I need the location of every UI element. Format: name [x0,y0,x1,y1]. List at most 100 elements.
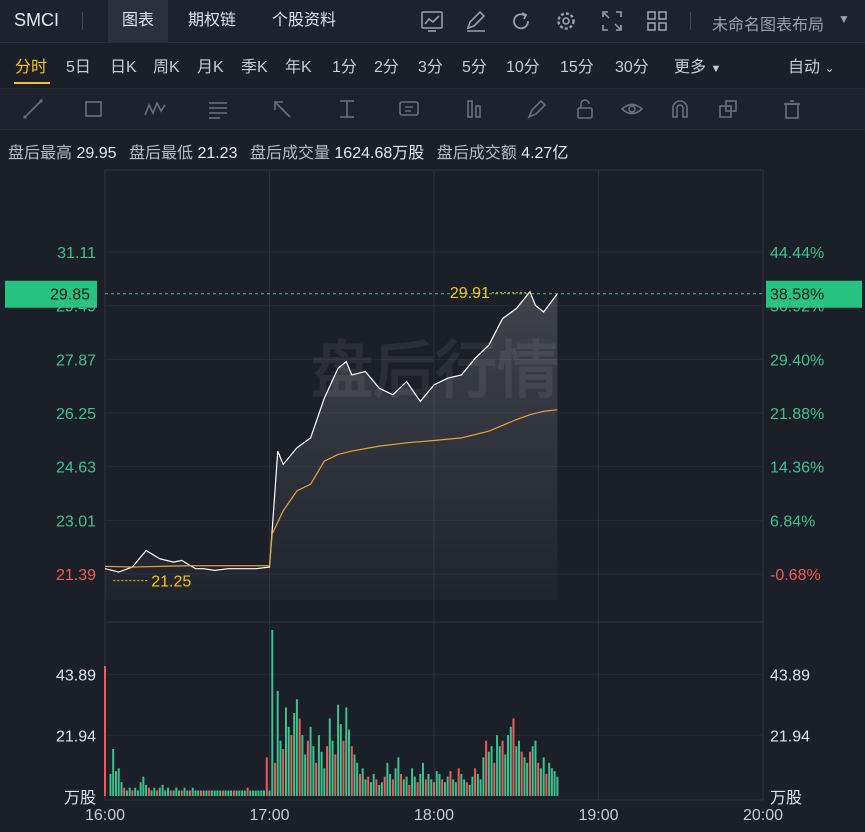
volume-bar [471,776,474,796]
chart-axes: 31.11 44.44% 29.49 36.92% 27.87 29.40% 26.25 21… [56,245,824,824]
current-price-label: 29.85 [50,287,90,304]
brush-icon[interactable] [525,97,549,121]
fibonacci-icon[interactable] [206,97,230,121]
x-tick-label: 17:00 [249,807,289,824]
volume-bar [356,762,359,796]
volume-bar [136,790,139,796]
volume-bar [539,768,542,796]
trash-icon[interactable] [780,97,804,121]
volume-bar [271,630,274,796]
volume-bar [531,746,534,796]
magnet-icon[interactable] [668,97,692,121]
volume-bar [556,776,559,796]
volume-bar [334,754,337,796]
volume-bar [389,773,392,796]
period-10min[interactable]: 10分 [506,59,540,76]
volume-bar [435,771,438,796]
volume-bar [326,746,329,796]
period-3min[interactable]: 3分 [418,59,443,76]
grid-layout-icon[interactable] [644,8,670,34]
price-tick-label: 27.87 [56,352,96,369]
volume-bar [463,779,466,796]
high-marker-label: 29.91 [450,285,490,302]
tab-chart[interactable]: 图表 [108,0,169,42]
volume-bar [372,773,375,796]
volume-bar [375,779,378,796]
low-value: 21.23 [197,145,238,162]
volume-bar [167,787,170,796]
volume-bar [200,790,202,796]
price-range-icon[interactable] [463,97,487,121]
average-price-line [104,409,558,568]
lock-icon[interactable] [573,97,597,121]
volume-bar [474,768,477,796]
volume-bar [460,773,463,796]
volume-bar [274,762,276,796]
period-year-k[interactable]: 年K [285,59,312,76]
fullscreen-icon[interactable] [599,8,625,34]
volume-bar [454,782,457,796]
volume-bar [386,762,389,796]
volume-bar [317,735,320,796]
volume-bar [394,768,397,796]
volume-bar [142,776,145,796]
pen-icon[interactable] [463,8,489,34]
volume-bar [361,768,364,796]
arrow-icon[interactable] [270,97,294,121]
volume-bar [249,790,252,796]
percent-tick-label: 44.44% [770,245,824,262]
volume-bar [109,773,112,796]
period-30min[interactable]: 30分 [615,59,649,76]
period-2min[interactable]: 2分 [374,59,399,76]
auto-scale-select[interactable]: 自动 ⌄ [788,53,835,77]
volume-bar [408,784,411,796]
measure-icon[interactable] [335,97,359,121]
caret-down-icon[interactable]: ▼ [838,12,850,26]
percent-tick-label: 6.84% [770,513,815,530]
volume-bar [134,787,137,796]
volume-bar [359,773,361,796]
period-intraday[interactable]: 分时 [15,59,48,76]
volume-bar [183,787,186,796]
period-day-k[interactable]: 日K [110,59,137,76]
volume-value: 1624.68万股 [334,145,425,162]
refresh-icon[interactable] [508,8,534,34]
volume-bar [350,746,353,796]
trend-line-icon[interactable] [22,97,46,121]
current-percent-label: 38.58% [770,287,824,304]
volume-bar [290,735,293,796]
volume-bar [438,773,441,796]
volume-bar [287,726,290,796]
wave-pattern-icon[interactable] [143,97,167,121]
period-5day[interactable]: 5日 [66,59,91,76]
volume-bar [337,704,340,796]
eye-icon[interactable] [620,97,644,121]
rectangle-icon[interactable] [82,97,106,121]
volume-bar [254,790,257,796]
volume-tick-label: 21.94 [56,728,96,745]
volume-bar [380,782,383,796]
period-more[interactable]: 更多 ▼ [674,53,721,77]
chart-settings-icon[interactable] [419,8,445,34]
volume-bar [476,773,479,796]
volume-bar [257,790,260,796]
volume-bar [309,726,312,796]
period-1min[interactable]: 1分 [332,59,357,76]
layers-icon[interactable] [716,97,740,121]
period-5min[interactable]: 5分 [462,59,487,76]
layout-name[interactable]: 未命名图表布局 [712,17,825,34]
low-label: 盘后最低 [128,145,193,162]
volume-bar [504,754,507,796]
period-quarter-k[interactable]: 季K [241,59,268,76]
gear-icon[interactable] [553,8,579,34]
tab-company-profile[interactable]: 个股资料 [272,12,337,29]
x-tick-label: 19:00 [578,807,618,824]
period-15min[interactable]: 15分 [560,59,594,76]
tab-options-chain[interactable]: 期权链 [188,12,237,29]
period-month-k[interactable]: 月K [197,59,224,76]
volume-bar [112,749,115,796]
volume-bar [523,757,526,796]
text-note-icon[interactable] [397,97,421,121]
period-week-k[interactable]: 周K [153,59,180,76]
